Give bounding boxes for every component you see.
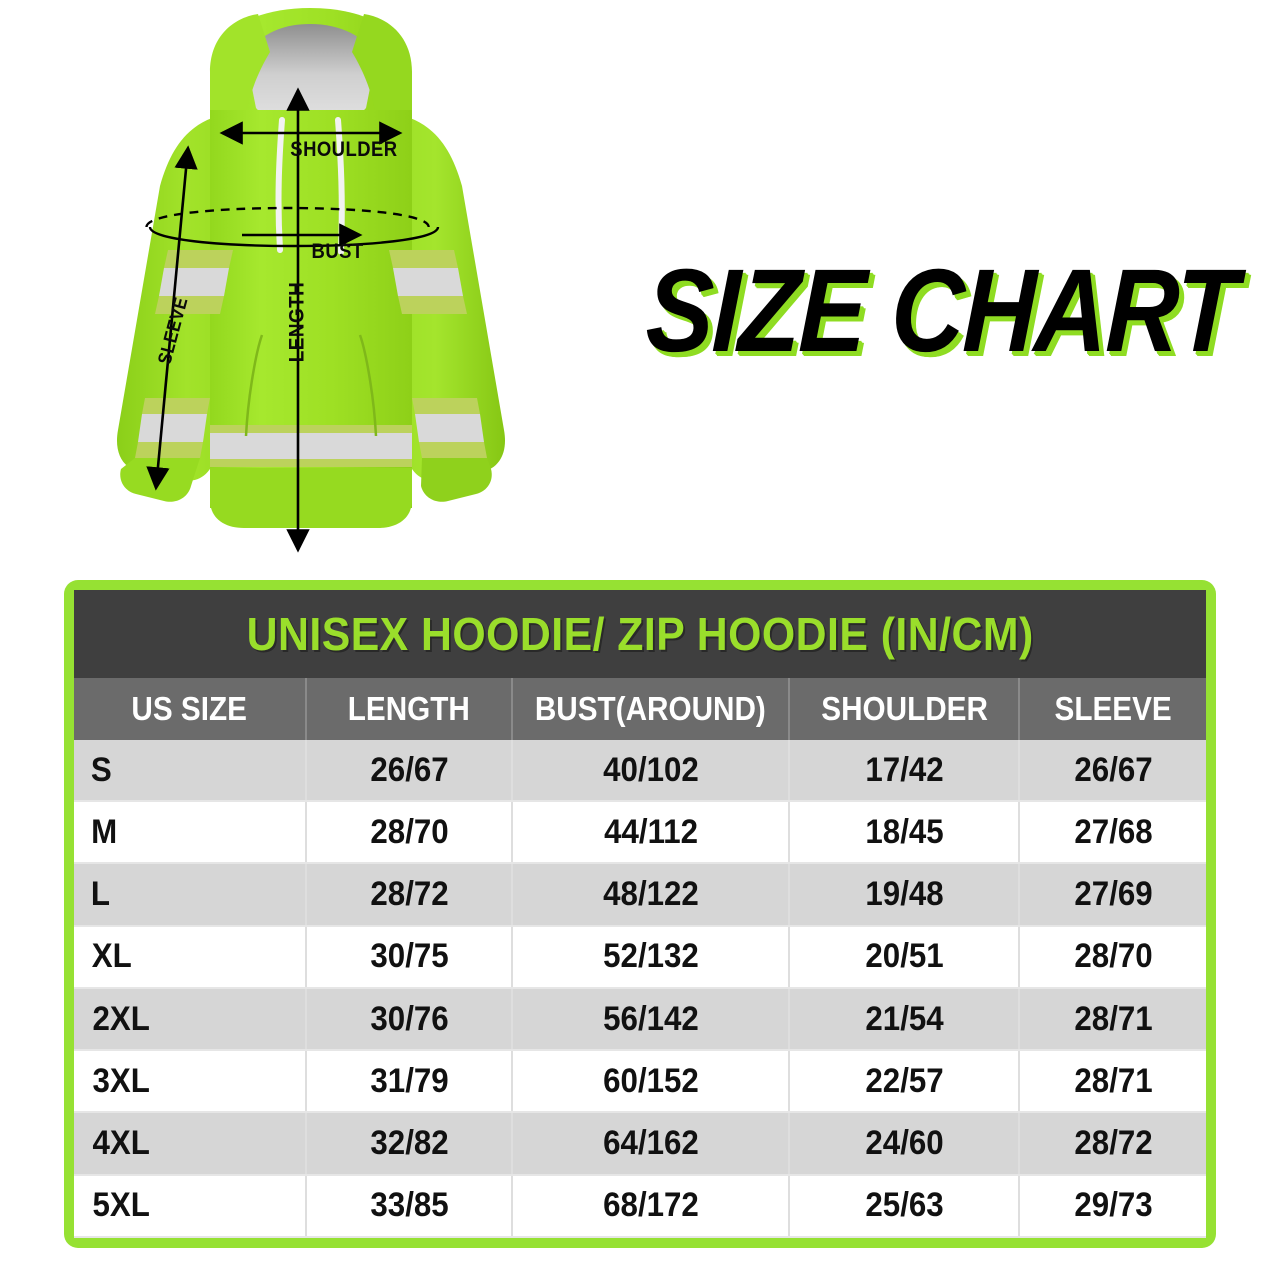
table-title: UNISEX HOODIE/ ZIP HOODIE (IN/CM) xyxy=(246,608,1034,660)
cell-sleeve: 26/67 xyxy=(1019,740,1206,803)
cell-length: 26/67 xyxy=(306,740,514,803)
cell-size: XL xyxy=(74,925,308,989)
column-header-us-size: US SIZE xyxy=(74,678,308,740)
size-table-head: US SIZE LENGTH BUST(AROUND) SHOULDER SLE… xyxy=(74,678,1206,740)
cell-bust: 68/172 xyxy=(512,1174,791,1238)
sleeve-right-stripe2-edge xyxy=(412,398,480,414)
cell-size: 5XL xyxy=(74,1174,308,1238)
cell-bust: 48/122 xyxy=(512,863,791,927)
pocket-seam-right xyxy=(358,334,378,437)
sleeve-right-reflective-1 xyxy=(393,268,463,296)
table-row: L 28/72 48/122 19/48 27/69 xyxy=(74,863,1206,927)
cell-length: 28/70 xyxy=(306,801,514,865)
cell-sleeve: 28/71 xyxy=(1019,987,1206,1052)
sleeve-left-stripe2-edge2 xyxy=(135,442,203,458)
column-header-sleeve-text: SLEEVE xyxy=(1054,690,1172,727)
pocket-seam-left xyxy=(244,334,264,437)
table-row: 4XL 32/82 64/162 24/60 28/72 xyxy=(74,1112,1206,1176)
cell-shoulder: 17/42 xyxy=(789,740,1021,803)
size-chart-table-panel: UNISEX HOODIE/ ZIP HOODIE (IN/CM) US SIZ… xyxy=(64,580,1216,1248)
table-row: 2XL 30/76 56/142 21/54 28/71 xyxy=(74,987,1206,1052)
sleeve-right-stripe2-edge2 xyxy=(419,442,487,458)
drawstring-left xyxy=(275,117,285,253)
size-table-body: S 26/67 40/102 17/42 26/67 M 28/70 44/11… xyxy=(74,740,1206,1238)
table-row: 3XL 31/79 60/152 22/57 28/71 xyxy=(74,1050,1206,1114)
length-label: LENGTH xyxy=(285,281,309,363)
size-table: US SIZE LENGTH BUST(AROUND) SHOULDER SLE… xyxy=(74,678,1206,1238)
sleeve-left-stripe2-edge xyxy=(142,398,210,414)
cell-length: 31/79 xyxy=(306,1050,514,1114)
size-chart-heading: SIZE CHART xyxy=(644,245,1238,382)
cell-shoulder: 21/54 xyxy=(789,987,1021,1052)
cell-sleeve: 28/71 xyxy=(1019,1050,1206,1114)
column-header-bust-text: BUST(AROUND) xyxy=(535,690,767,727)
sleeve-left-stripe1-edge xyxy=(164,250,233,268)
cell-sleeve: 27/68 xyxy=(1019,801,1206,865)
column-header-shoulder-text: SHOULDER xyxy=(820,690,988,727)
hood-flap-left xyxy=(210,14,270,120)
cell-size: M xyxy=(74,801,308,865)
column-header-length-text: LENGTH xyxy=(348,690,471,727)
cell-size: L xyxy=(74,863,308,927)
sleeve-right-reflective-2 xyxy=(415,414,484,442)
cell-bust: 60/152 xyxy=(512,1050,791,1114)
column-header-length: LENGTH xyxy=(306,678,514,740)
column-header-us-size-text: US SIZE xyxy=(131,690,248,727)
cell-shoulder: 18/45 xyxy=(789,801,1021,865)
sleeve-right-stripe1-edge2 xyxy=(398,296,467,314)
hoodie-svg xyxy=(116,8,506,553)
cell-length: 28/72 xyxy=(306,863,514,927)
hoodie-illustration: SHOULDER BUST LENGTH SLEEVE xyxy=(60,0,560,570)
bust-label: BUST xyxy=(311,240,364,263)
cell-shoulder: 24/60 xyxy=(789,1112,1021,1176)
shoulder-label: SHOULDER xyxy=(290,138,398,161)
cell-sleeve: 28/70 xyxy=(1019,925,1206,989)
illustration-and-heading-area: SHOULDER BUST LENGTH SLEEVE SIZE CHART xyxy=(0,0,1280,580)
cell-shoulder: 22/57 xyxy=(789,1050,1021,1114)
cell-size: 3XL xyxy=(74,1050,308,1114)
cell-sleeve: 29/73 xyxy=(1019,1174,1206,1238)
column-header-shoulder: SHOULDER xyxy=(789,678,1021,740)
cell-length: 30/76 xyxy=(306,987,514,1052)
body-reflective-stripe xyxy=(210,433,412,459)
column-header-sleeve: SLEEVE xyxy=(1019,678,1206,740)
body-hem xyxy=(210,468,412,528)
cell-bust: 44/112 xyxy=(512,801,791,865)
cell-shoulder: 19/48 xyxy=(789,863,1021,927)
table-row: S 26/67 40/102 17/42 26/67 xyxy=(74,740,1206,803)
size-chart-heading-text: SIZE CHART xyxy=(644,245,1239,377)
table-row: M 28/70 44/112 18/45 27/68 xyxy=(74,801,1206,865)
cuff-right xyxy=(421,458,492,502)
body-stripe-edge-bottom xyxy=(210,459,412,467)
cell-size: 4XL xyxy=(74,1112,308,1176)
cell-length: 33/85 xyxy=(306,1174,514,1238)
sleeve-left-reflective-1 xyxy=(159,268,229,296)
sleeve-arrow xyxy=(146,145,198,491)
cell-bust: 64/162 xyxy=(512,1112,791,1176)
column-header-bust: BUST(AROUND) xyxy=(512,678,791,740)
hood-flap-right xyxy=(352,14,412,120)
hood-lining xyxy=(246,24,376,136)
table-title-band: UNISEX HOODIE/ ZIP HOODIE (IN/CM) xyxy=(74,590,1206,678)
table-row: 5XL 33/85 68/172 25/63 29/73 xyxy=(74,1174,1206,1238)
cell-sleeve: 28/72 xyxy=(1019,1112,1206,1176)
cell-size: S xyxy=(74,740,308,803)
cell-shoulder: 25/63 xyxy=(789,1174,1021,1238)
cell-bust: 56/142 xyxy=(512,987,791,1052)
cell-sleeve: 27/69 xyxy=(1019,863,1206,927)
size-table-header-row: US SIZE LENGTH BUST(AROUND) SHOULDER SLE… xyxy=(74,678,1206,740)
cell-shoulder: 20/51 xyxy=(789,925,1021,989)
body-stripe-edge-top xyxy=(210,425,412,433)
sleeve-left-reflective-2 xyxy=(138,414,207,442)
cell-bust: 40/102 xyxy=(512,740,791,803)
cell-length: 32/82 xyxy=(306,1112,514,1176)
sleeve-right-stripe1-edge xyxy=(389,250,458,268)
cell-size: 2XL xyxy=(74,987,308,1052)
cuff-left xyxy=(120,458,200,502)
cell-bust: 52/132 xyxy=(512,925,791,989)
size-chart-table-inner: UNISEX HOODIE/ ZIP HOODIE (IN/CM) US SIZ… xyxy=(74,590,1206,1238)
table-row: XL 30/75 52/132 20/51 28/70 xyxy=(74,925,1206,989)
cell-length: 30/75 xyxy=(306,925,514,989)
